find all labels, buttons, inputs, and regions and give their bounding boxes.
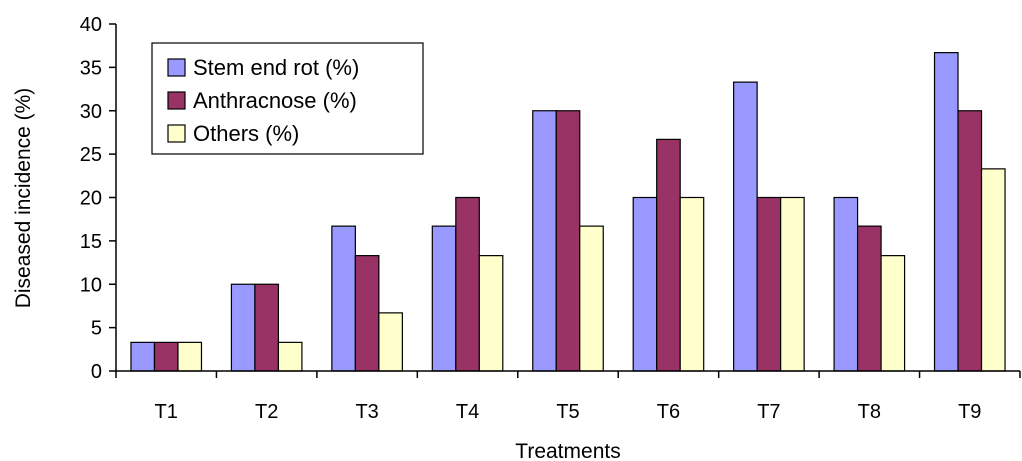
x-category-label: T8 [858,401,881,423]
bar-3-T7 [780,196,805,372]
x-category-label: T3 [355,401,378,423]
x-category-label: T2 [255,401,278,423]
legend-swatch [167,91,186,110]
bar-1-T8 [833,196,859,372]
bar-2-T8 [856,225,882,372]
bar-3-T9 [980,168,1006,372]
bar-2-T1 [153,341,179,372]
y-tick-label: 40 [80,14,102,36]
bar-2-T3 [354,255,380,372]
x-axis-title: Treatments [515,440,620,461]
x-category-label: T4 [456,401,479,423]
x-category-label: T7 [757,401,780,423]
bar-2-T9 [957,110,983,372]
bar-2-T2 [254,283,280,372]
x-axis-ticks: T1 T2 T3 T4 T5 T6 T7 T8 T9 [115,371,1021,423]
y-axis-ticks: 0 5 10 15 20 25 30 35 40 [80,14,116,383]
bar-2-T6 [656,138,681,372]
y-tick-label: 35 [80,57,102,79]
bars-group [130,52,1006,372]
bar-3-T3 [378,312,403,372]
y-tick-label: 5 [91,318,102,340]
x-category-label: T5 [556,401,579,423]
legend-swatch [167,124,186,143]
bar-2-T7 [756,196,782,372]
y-tick-label: 25 [80,144,102,166]
bar-3-T4 [478,255,504,372]
y-tick-label: 0 [91,361,102,383]
x-category-label: T9 [958,401,981,423]
bar-3-T2 [277,341,303,372]
bar-2-T4 [455,196,480,372]
bar-2-T5 [555,110,581,372]
legend-swatch [167,58,186,77]
bar-1-T9 [933,52,959,372]
bar-3-T1 [177,341,203,372]
bar-1-T3 [331,225,356,372]
y-axis-title: Diseased incidence (%) [12,88,35,309]
bar-3-T5 [579,225,604,372]
y-tick-label: 30 [80,101,102,123]
x-category-label: T1 [155,401,178,423]
bar-1-T7 [733,81,758,372]
bar-3-T8 [880,255,906,372]
bar-1-T2 [230,283,256,372]
bar-3-T6 [679,196,705,372]
bar-1-T4 [431,225,457,372]
bar-1-T6 [632,196,658,372]
bar-1-T5 [532,110,557,372]
legend-label: Anthracnose (%) [193,88,357,113]
legend-box [151,42,424,155]
x-category-label: T6 [657,401,680,423]
y-tick-label: 20 [80,188,102,210]
y-tick-label: 15 [80,231,102,253]
legend: Stem end rot (%) Anthracnose (%) Others (%… [151,42,424,155]
bar-1-T1 [130,341,156,372]
y-tick-label: 10 [80,274,102,296]
legend-label: Stem end rot (%) [193,55,359,80]
legend-label: Others (%) [193,121,299,146]
